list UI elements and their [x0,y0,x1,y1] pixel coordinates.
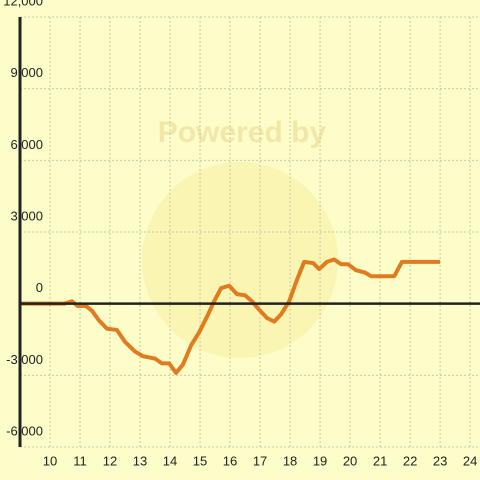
x-tick-label: 12 [103,453,117,468]
line [20,257,441,375]
x-tick-label: 11 [73,453,87,468]
y-tick-label: -6,000 [6,423,43,438]
y-tick-label: 0 [36,280,43,295]
watermark: Powered by [158,116,327,149]
x-tick-label: 21 [373,453,387,468]
x-tick-label: 10 [43,453,57,468]
y-tick-label: 6,000 [10,137,43,152]
x-tick-label: 17 [253,453,267,468]
y-tick-label: 9,000 [10,65,43,80]
x-tick-label: 24 [463,453,477,468]
y-tick-label: 3,000 [10,208,43,223]
x-tick-label: 19 [313,453,327,468]
x-tick-label: 23 [433,453,447,468]
y-tick-label: -3,000 [6,352,43,367]
x-tick-label: 18 [283,453,297,468]
x-tick-label: 14 [163,453,177,468]
x-tick-label: 22 [403,453,417,468]
x-tick-label: 13 [133,453,147,468]
x-tick-label: 16 [223,453,237,468]
y-tick-label: 12,000 [3,0,43,8]
watermark-logo [142,162,338,358]
x-tick-label: 15 [193,453,207,468]
x-tick-label: 20 [343,453,357,468]
